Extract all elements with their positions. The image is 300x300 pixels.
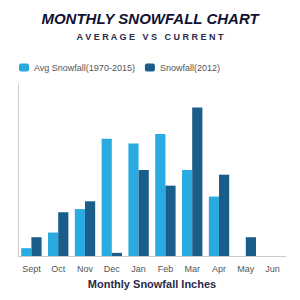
svg-text:Mar: Mar (184, 264, 200, 274)
svg-text:Snowfall(2012): Snowfall(2012) (160, 63, 220, 73)
svg-text:May: May (237, 264, 255, 274)
svg-text:Monthly Snowfall Inches: Monthly Snowfall Inches (88, 278, 216, 290)
svg-text:MONTHLY SNOWFALL CHART: MONTHLY SNOWFALL CHART (41, 10, 260, 27)
svg-text:Apr: Apr (212, 264, 226, 274)
svg-text:Feb: Feb (158, 264, 174, 274)
svg-text:Oct: Oct (51, 264, 66, 274)
svg-text:Sept: Sept (22, 264, 41, 274)
svg-text:Dec: Dec (104, 264, 121, 274)
svg-text:Jan: Jan (131, 264, 146, 274)
svg-text:Nov: Nov (77, 264, 94, 274)
svg-text:Avg Snowfall(1970-2015): Avg Snowfall(1970-2015) (34, 63, 135, 73)
svg-text:A V E R A G E V S C U R R: A V E R A G E V S C U R R E N T (76, 32, 224, 42)
svg-text:Jun: Jun (265, 264, 280, 274)
